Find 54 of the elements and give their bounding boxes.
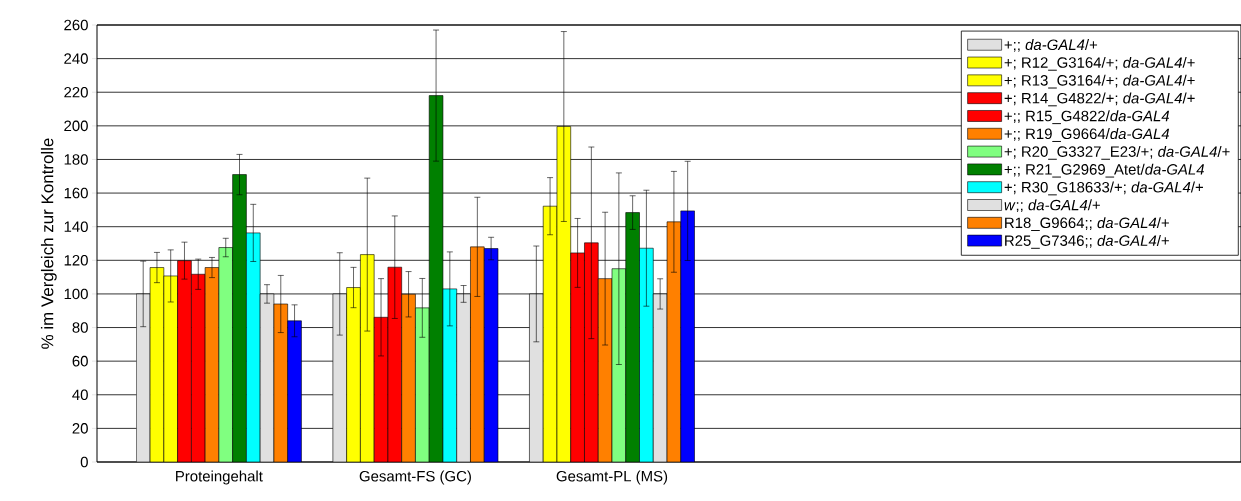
bar bbox=[625, 212, 640, 462]
bar bbox=[205, 267, 219, 462]
y-tick-label: 160 bbox=[64, 187, 88, 199]
bar bbox=[442, 288, 458, 462]
bar bbox=[639, 247, 654, 462]
bar bbox=[680, 210, 695, 462]
legend-label: +;; da-GAL4/+ bbox=[1004, 39, 1098, 52]
bar bbox=[529, 293, 544, 462]
x-tick-label: Gesamt-PL (MS) bbox=[556, 470, 668, 485]
y-tick-label: 180 bbox=[64, 154, 88, 165]
legend-label: R18_G9664;; da-GAL4/+ bbox=[1005, 217, 1169, 231]
bar bbox=[373, 316, 389, 462]
y-axis-title: % im Vergleich zur Kontrolle bbox=[40, 138, 57, 349]
bar bbox=[387, 266, 402, 462]
bar bbox=[401, 293, 416, 462]
bar bbox=[287, 320, 302, 462]
y-tick-label: 20 bbox=[72, 423, 88, 434]
x-tick-label: Gesamt-FS (GC) bbox=[359, 470, 471, 485]
bar bbox=[483, 248, 499, 462]
x-tick-label: Proteingehalt bbox=[176, 470, 263, 485]
bar bbox=[652, 293, 668, 462]
bar bbox=[542, 205, 558, 462]
legend-label: +; R30_G18633/+; da-GAL4/+ bbox=[1004, 181, 1203, 196]
y-tick-label: 200 bbox=[64, 120, 88, 132]
y-tick-label: 140 bbox=[64, 221, 88, 232]
bar bbox=[415, 307, 430, 462]
legend-label: +; R14_G4822/+; da-GAL4/+ bbox=[1004, 92, 1195, 107]
bar bbox=[218, 247, 233, 462]
y-tick-label: 0 bbox=[80, 456, 88, 468]
legend-label: +;; R19_G9664/da-GAL4 bbox=[1004, 128, 1170, 142]
y-tick-label: 100 bbox=[64, 288, 88, 300]
bar bbox=[332, 293, 347, 462]
bar bbox=[666, 221, 682, 462]
legend-label: R25_G7346;; da-GAL4/+ bbox=[1005, 234, 1169, 249]
legend-label: +;; R15_G4822/da-GAL4 bbox=[1004, 110, 1170, 125]
y-tick-label: 220 bbox=[64, 86, 88, 98]
bar bbox=[428, 95, 444, 462]
bar bbox=[456, 293, 471, 462]
y-tick-label: 40 bbox=[72, 389, 88, 401]
legend-label: +; R12_G3164/+; da-GAL4/+ bbox=[1004, 56, 1195, 71]
legend-label: +; R13_G3164/+; da-GAL4/+ bbox=[1004, 74, 1195, 89]
y-tick-label: 80 bbox=[72, 322, 88, 333]
legend-label: +;; R21_G2969_Atet/da-GAL4 bbox=[1004, 163, 1204, 178]
bar bbox=[597, 278, 613, 462]
legend-label: +; R20_G3327_E23/+; da-GAL4/+ bbox=[1004, 145, 1230, 160]
y-tick-label: 60 bbox=[72, 355, 88, 367]
y-tick-label: 260 bbox=[64, 19, 88, 31]
y-tick-label: 240 bbox=[64, 53, 88, 64]
legend-label: w;; da-GAL4/+ bbox=[1004, 199, 1100, 213]
bar bbox=[611, 268, 627, 462]
y-tick-label: 120 bbox=[64, 255, 88, 266]
bar bbox=[470, 246, 485, 462]
bar bbox=[556, 126, 572, 462]
bar bbox=[232, 174, 247, 462]
